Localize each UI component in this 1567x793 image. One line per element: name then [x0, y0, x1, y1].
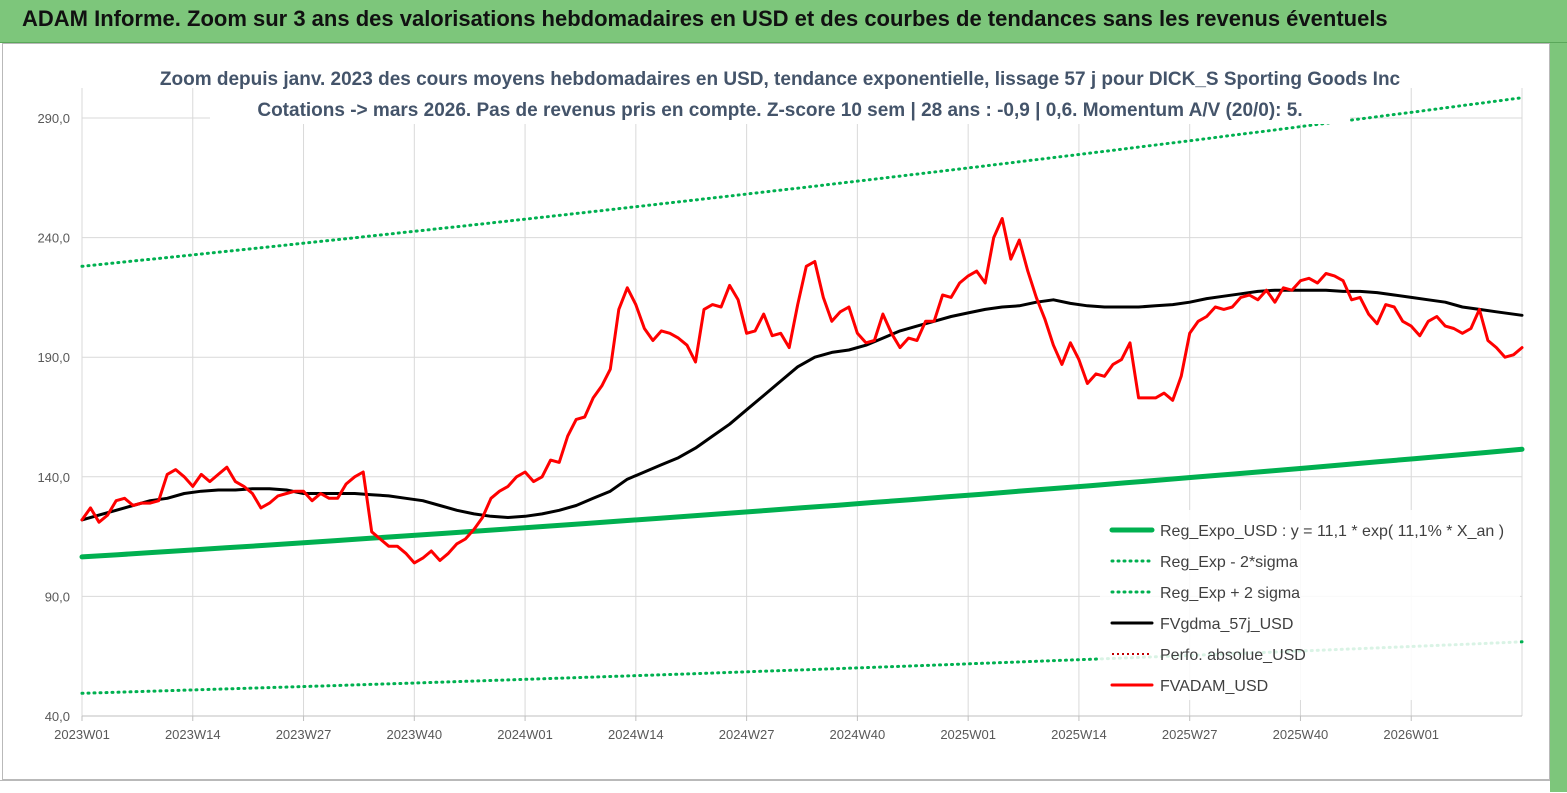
- x-tick-label: 2025W40: [1273, 727, 1329, 742]
- x-tick-label: 2025W14: [1051, 727, 1107, 742]
- y-tick-label: 240,0: [37, 231, 70, 246]
- x-tick-label: 2023W14: [165, 727, 221, 742]
- legend-entry-label: Reg_Exp + 2 sigma: [1160, 585, 1300, 602]
- series-line: [80, 288, 1524, 522]
- x-tick-label: 2025W27: [1162, 727, 1218, 742]
- y-tick-label: 90,0: [45, 589, 70, 604]
- chart-title-line1: Zoom depuis janv. 2023 des cours moyens …: [160, 69, 1401, 90]
- report-title: ADAM Informe. Zoom sur 3 ans des valoris…: [22, 6, 1388, 31]
- legend-entry-label: FVADAM_USD: [1160, 678, 1268, 695]
- x-tick-label: 2024W01: [497, 727, 553, 742]
- chart-title-line2: Cotations -> mars 2026. Pas de revenus p…: [257, 100, 1302, 121]
- y-tick-label: 290,0: [37, 111, 70, 126]
- x-tick-label: 2023W01: [54, 727, 110, 742]
- x-tick-label: 2026W01: [1383, 727, 1439, 742]
- legend-background: [1100, 510, 1520, 700]
- y-axis-ticks: 40,0 90,0 140,0 190,0 240,0 290,0: [37, 111, 70, 724]
- legend-entry-label: Reg_Exp - 2*sigma: [1160, 554, 1298, 571]
- bottom-border-strip: [0, 780, 1550, 793]
- title-background: [210, 58, 1350, 124]
- right-border-strip: [1550, 43, 1567, 792]
- series-layer: [79, 96, 1525, 695]
- legend: Reg_Expo_USD : y = 11,1 * exp( 11,1% * X…: [1100, 510, 1520, 700]
- x-tick-label: 2024W40: [830, 727, 886, 742]
- y-tick-label: 40,0: [45, 709, 70, 724]
- x-tick-label: 2025W01: [940, 727, 996, 742]
- legend-entry-label: FVgdma_57j_USD: [1160, 616, 1293, 633]
- series-line: [79, 446, 1525, 560]
- legend-entry-label: Perfo. absolue_USD: [1160, 647, 1306, 664]
- x-tick-label: 2024W14: [608, 727, 664, 742]
- legend-entry-label: Reg_Expo_USD : y = 11,1 * exp( 11,1% * X…: [1160, 523, 1504, 540]
- y-tick-label: 140,0: [37, 470, 70, 485]
- y-tick-label: 190,0: [37, 350, 70, 365]
- x-tick-label: 2023W40: [386, 727, 442, 742]
- series-line: [80, 96, 1524, 268]
- report-banner: ADAM Informe. Zoom sur 3 ans des valoris…: [0, 0, 1567, 43]
- x-tick-label: 2024W27: [719, 727, 775, 742]
- x-axis-ticks: 2023W01 2023W14 2023W27 2023W40 2024W01 2024W…: [54, 716, 1439, 742]
- x-tick-label: 2023W27: [276, 727, 332, 742]
- series-line: [80, 217, 1524, 565]
